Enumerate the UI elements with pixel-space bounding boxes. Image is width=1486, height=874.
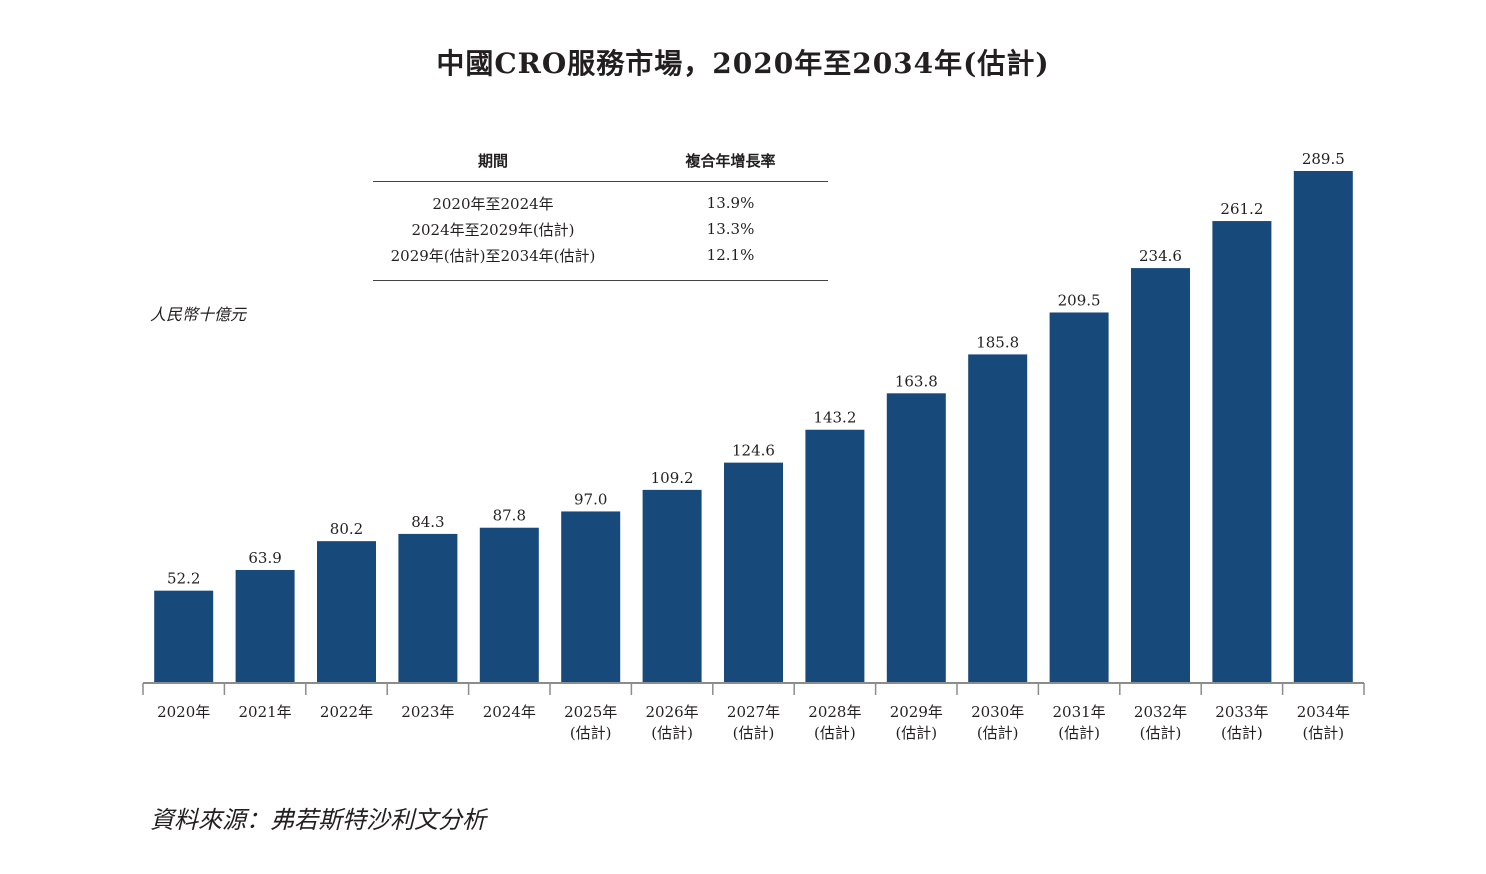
period-header: 期間 — [477, 151, 508, 170]
x-tick-label: 2034年 — [1297, 703, 1350, 721]
data-label: 143.2 — [813, 409, 856, 427]
bar — [1131, 268, 1190, 683]
bar — [479, 527, 539, 683]
rate-cell: 13.3% — [706, 220, 755, 238]
bar — [1049, 312, 1109, 683]
source-note: 資料來源：弗若斯特沙利文分析 — [150, 806, 486, 834]
x-tick-label: 2024年 — [483, 703, 536, 721]
x-tick-label: 2026年 — [646, 703, 699, 721]
x-tick-label: (估計) — [1058, 724, 1100, 742]
x-tick-label: (估計) — [1140, 724, 1182, 742]
x-tick-label: 2033年 — [1215, 703, 1268, 721]
bar — [398, 533, 458, 683]
x-tick-label: 2023年 — [401, 703, 454, 721]
chart-title: 中國CRO服務市場，2020年至2034年(估計) — [436, 47, 1050, 80]
period-cell: 2020年至2024年 — [432, 194, 554, 213]
cagr-header: 複合年增長率 — [685, 151, 776, 170]
x-tick-label: 2025年 — [564, 703, 617, 721]
rate-cell: 13.9% — [706, 194, 755, 212]
period-cell: 2024年至2029年(估計) — [411, 220, 575, 239]
data-label: 261.2 — [1220, 200, 1263, 218]
bar — [642, 489, 702, 683]
bar — [805, 429, 865, 683]
cagr-table: 期間 複合年增長率 2020年至2024年 13.9% 2024年至2029年(… — [373, 148, 828, 281]
data-label: 87.8 — [493, 507, 526, 525]
data-label: 84.3 — [411, 513, 444, 531]
bar — [1293, 171, 1353, 683]
period-cell: 2029年(估計)至2034年(估計) — [390, 246, 596, 265]
bar — [724, 462, 783, 683]
cagr-row: 2020年至2024年 13.9% — [373, 190, 828, 216]
x-tick-label: (估計) — [814, 724, 856, 742]
data-label: 52.2 — [167, 570, 200, 588]
table-bottom-rule — [373, 280, 828, 281]
table-divider — [373, 181, 828, 182]
x-tick-label: 2031年 — [1053, 703, 1106, 721]
x-tick-label: (估計) — [733, 724, 775, 742]
data-label: 80.2 — [330, 520, 363, 538]
data-label: 185.8 — [976, 333, 1019, 351]
data-label: 163.8 — [895, 372, 938, 390]
x-tick-label: 2021年 — [239, 703, 292, 721]
x-tick-label: (估計) — [570, 724, 612, 742]
y-axis-unit-label: 人民幣十億元 — [150, 305, 247, 324]
x-tick-label: 2028年 — [808, 703, 861, 721]
data-label: 209.5 — [1058, 291, 1101, 309]
x-tick-label: 2027年 — [727, 703, 780, 721]
data-label: 289.5 — [1302, 150, 1345, 168]
x-tick-label: (估計) — [895, 724, 937, 742]
cagr-row: 2024年至2029年(估計) 13.3% — [373, 216, 828, 242]
x-tick-label: 2029年 — [890, 703, 943, 721]
x-tick-label: 2030年 — [971, 703, 1024, 721]
data-label: 124.6 — [732, 442, 775, 460]
data-label: 97.0 — [574, 490, 607, 508]
x-tick-label: (估計) — [651, 724, 693, 742]
cagr-row: 2029年(估計)至2034年(估計) 12.1% — [373, 242, 828, 268]
rate-cell: 12.1% — [706, 246, 755, 264]
bar — [1212, 221, 1272, 684]
x-tick-label: 2020年 — [157, 703, 210, 721]
x-tick-label: (估計) — [1221, 724, 1263, 742]
bar — [968, 354, 1028, 683]
data-label: 234.6 — [1139, 247, 1182, 265]
x-tick-label: (估計) — [1302, 724, 1344, 742]
data-label: 63.9 — [248, 549, 281, 567]
x-tick-label: 2032年 — [1134, 703, 1187, 721]
bar — [154, 590, 214, 683]
bar — [317, 541, 376, 683]
bar — [561, 511, 621, 683]
bar — [886, 393, 946, 683]
cagr-header-row: 期間 複合年增長率 — [373, 148, 828, 172]
bar — [235, 569, 295, 683]
data-label: 109.2 — [651, 469, 694, 487]
x-tick-label: 2022年 — [320, 703, 373, 721]
x-tick-label: (估計) — [977, 724, 1019, 742]
